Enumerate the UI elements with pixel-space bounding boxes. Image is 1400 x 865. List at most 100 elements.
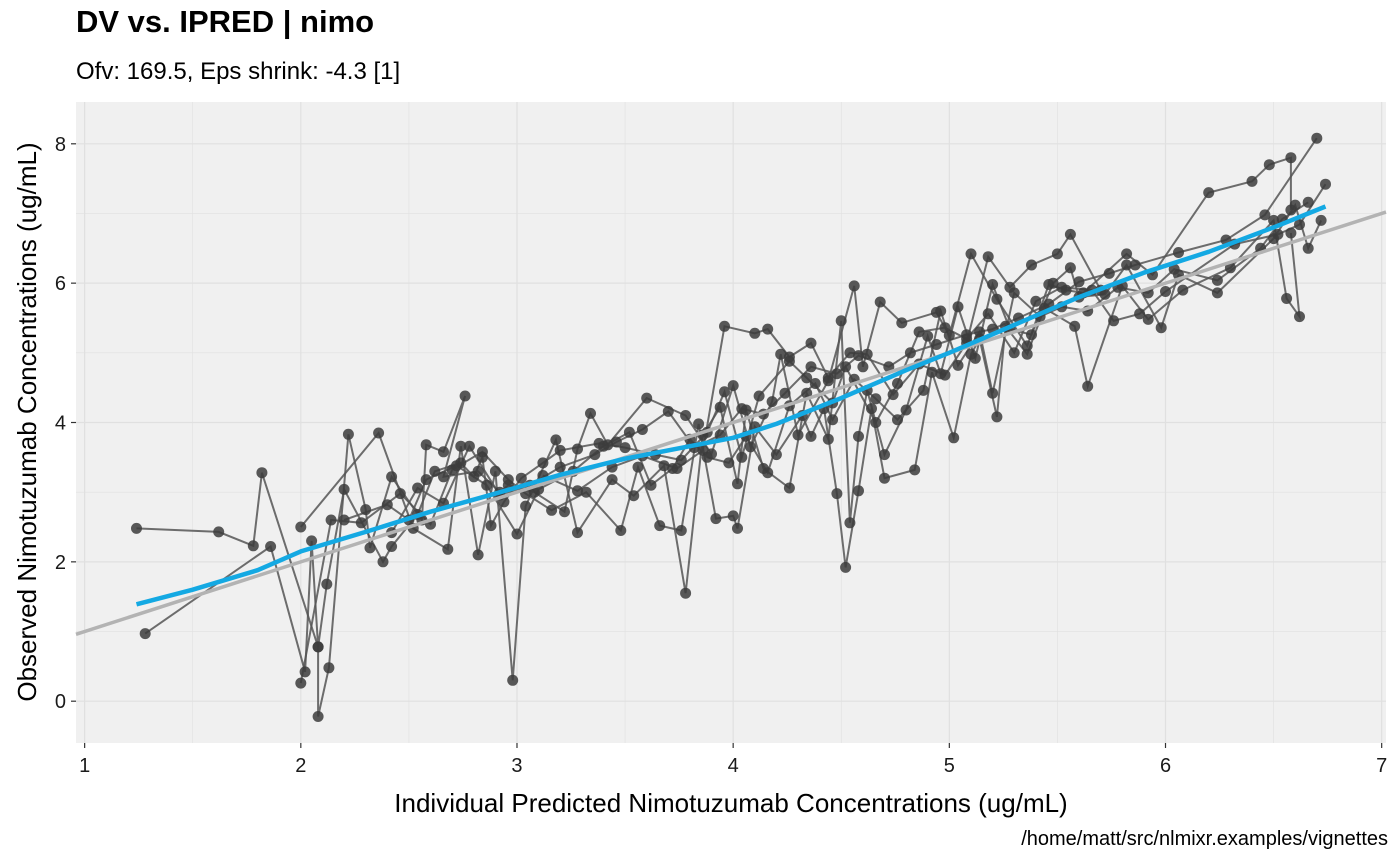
data-point: [680, 410, 692, 421]
data-point: [939, 322, 951, 334]
data-point: [1073, 276, 1085, 288]
data-point: [762, 467, 774, 479]
data-point: [736, 403, 748, 415]
data-point: [1320, 178, 1331, 190]
data-point: [853, 485, 864, 497]
data-point: [489, 465, 501, 477]
data-point: [1177, 284, 1189, 296]
data-point: [736, 451, 748, 463]
data-point: [1004, 281, 1016, 293]
data-point: [965, 248, 977, 260]
chart-title: DV vs. IPRED | nimo: [76, 4, 375, 39]
data-point: [386, 471, 398, 483]
data-point: [1103, 267, 1115, 279]
data-point: [412, 482, 424, 494]
data-point: [394, 488, 406, 500]
data-point: [537, 457, 549, 469]
data-point: [1134, 308, 1146, 320]
data-point: [801, 387, 813, 399]
data-point: [827, 414, 839, 426]
data-point: [338, 514, 350, 526]
data-point: [1108, 315, 1120, 327]
data-point: [585, 407, 596, 419]
data-point: [1008, 347, 1020, 359]
data-point: [606, 474, 618, 486]
y-tick-label: 0: [55, 691, 66, 713]
data-point: [554, 461, 566, 473]
data-point: [762, 323, 774, 335]
data-point: [900, 404, 912, 416]
data-point: [675, 454, 687, 466]
data-point: [381, 499, 393, 511]
data-point: [442, 543, 454, 555]
data-point: [589, 449, 601, 461]
data-point: [502, 474, 514, 486]
data-point: [1246, 175, 1258, 187]
data-point: [546, 504, 558, 516]
data-point: [438, 471, 449, 483]
data-point: [312, 711, 324, 722]
data-point: [373, 427, 385, 439]
data-point: [1211, 274, 1223, 286]
data-point: [338, 483, 350, 495]
data-point: [1302, 196, 1314, 208]
data-point: [835, 315, 847, 327]
data-point: [654, 520, 666, 532]
grid-lines: [76, 102, 1386, 743]
data-point: [831, 488, 843, 500]
x-tick-label: 1: [79, 755, 90, 777]
x-tick-label: 6: [1160, 755, 1171, 777]
data-point: [982, 251, 994, 263]
data-point: [459, 390, 471, 402]
data-point: [1047, 277, 1059, 289]
data-point: [965, 348, 977, 360]
data-point: [853, 350, 864, 362]
data-point: [753, 390, 765, 402]
x-tick-label: 5: [944, 755, 955, 777]
data-point: [710, 513, 722, 525]
data-point: [783, 351, 795, 363]
data-point: [139, 628, 151, 640]
data-point: [515, 472, 527, 484]
data-point: [896, 317, 908, 329]
data-point: [723, 457, 735, 469]
data-point: [1051, 248, 1063, 260]
data-point: [256, 467, 268, 479]
data-point: [844, 517, 856, 529]
data-point: [982, 308, 994, 320]
data-point: [732, 478, 743, 490]
data-point: [697, 444, 709, 456]
y-tick-label: 8: [55, 134, 66, 156]
data-point: [1129, 259, 1141, 271]
data-point: [485, 520, 497, 532]
data-point: [1268, 214, 1280, 226]
data-point: [727, 380, 739, 392]
data-point: [472, 549, 484, 561]
data-point: [1064, 228, 1076, 240]
axes: 1 2 3 4 5 6 7 0 2 4 6 8: [55, 134, 1387, 777]
smooth-line: [135, 204, 1327, 607]
data-point: [455, 440, 467, 452]
data-point: [848, 280, 860, 292]
data-point: [745, 441, 756, 453]
x-tick-label: 4: [728, 755, 739, 777]
data-point: [1142, 313, 1154, 325]
data-point: [377, 556, 389, 568]
data-point: [420, 439, 432, 451]
data-point: [1064, 262, 1076, 274]
subject-line-3: [300, 202, 1323, 681]
data-point: [930, 339, 942, 350]
data-point: [719, 320, 730, 332]
data-point: [364, 542, 376, 554]
data-point: [853, 430, 864, 442]
data-point: [719, 386, 730, 398]
data-point: [312, 641, 324, 653]
data-point: [658, 460, 670, 472]
data-point: [779, 387, 791, 399]
data-point: [857, 361, 869, 373]
data-point: [1315, 214, 1327, 226]
data-point: [809, 378, 821, 389]
data-point: [887, 389, 899, 401]
data-point: [511, 528, 523, 540]
